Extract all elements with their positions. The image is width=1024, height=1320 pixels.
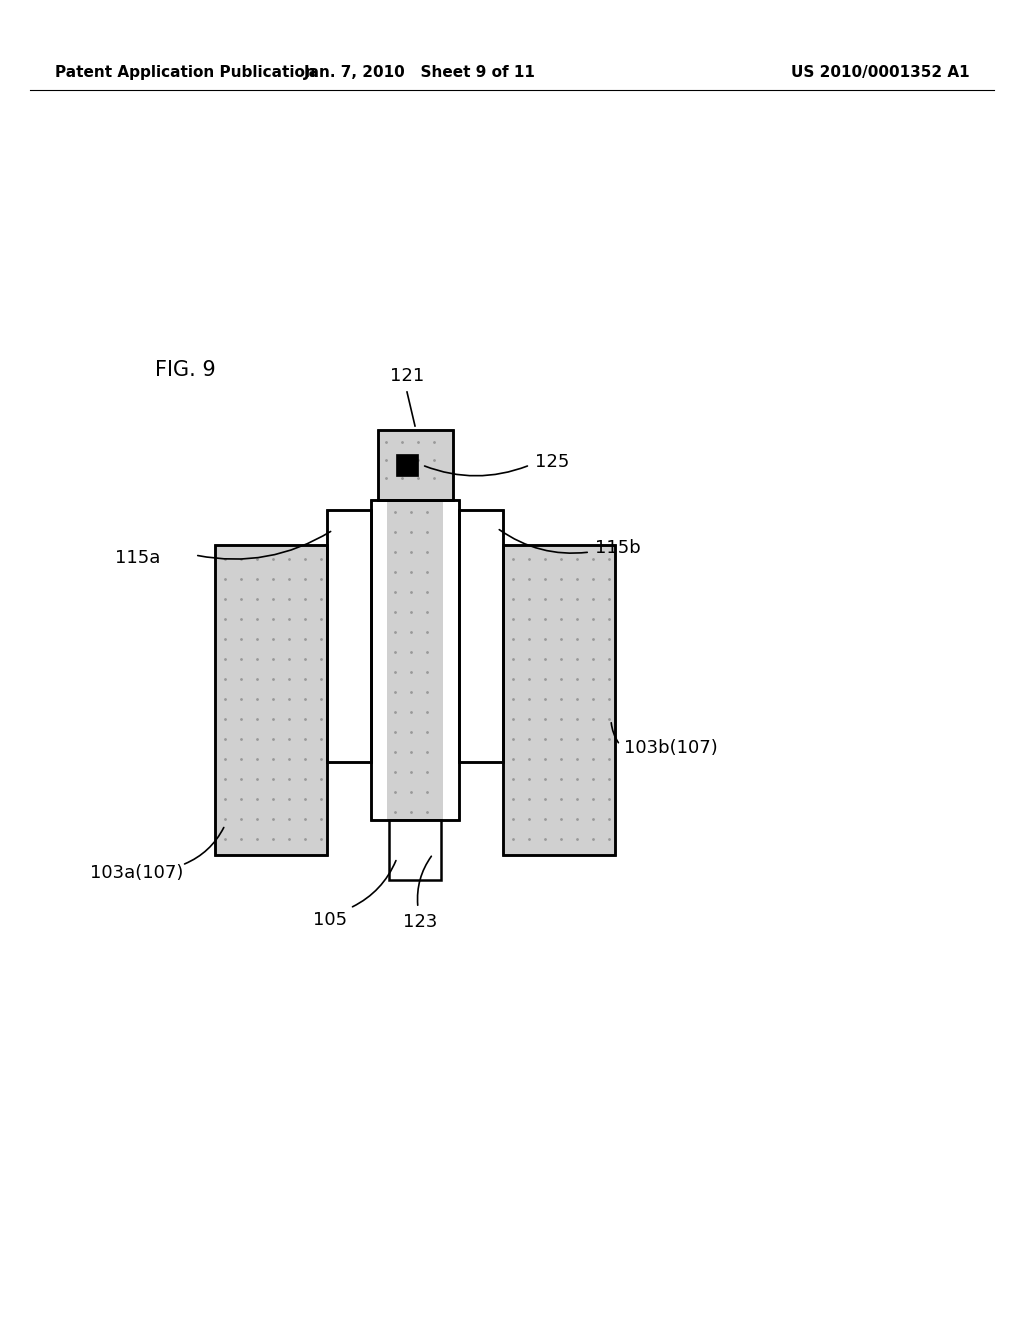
- Bar: [387, 500, 443, 820]
- Bar: [443, 500, 459, 820]
- Text: 123: 123: [402, 913, 437, 931]
- Bar: [378, 430, 453, 500]
- Text: 115b: 115b: [595, 539, 641, 557]
- Text: FIG. 9: FIG. 9: [155, 360, 216, 380]
- Bar: [215, 545, 327, 855]
- Bar: [215, 545, 327, 855]
- Bar: [371, 500, 459, 820]
- Bar: [503, 545, 615, 855]
- Text: 105: 105: [313, 911, 347, 929]
- Bar: [396, 454, 418, 477]
- Bar: [459, 510, 503, 762]
- Text: 121: 121: [390, 367, 424, 385]
- Text: 103b(107): 103b(107): [624, 739, 718, 756]
- Text: Patent Application Publication: Patent Application Publication: [55, 65, 315, 79]
- Bar: [389, 820, 441, 880]
- Bar: [378, 430, 453, 500]
- Text: Jan. 7, 2010   Sheet 9 of 11: Jan. 7, 2010 Sheet 9 of 11: [304, 65, 536, 79]
- Bar: [371, 500, 459, 820]
- Bar: [459, 510, 503, 762]
- Bar: [327, 510, 371, 762]
- Text: 103a(107): 103a(107): [90, 865, 183, 882]
- Bar: [327, 510, 371, 762]
- Text: 115a: 115a: [115, 549, 161, 568]
- Text: 125: 125: [535, 453, 569, 471]
- Bar: [371, 500, 387, 820]
- Bar: [503, 545, 615, 855]
- Text: US 2010/0001352 A1: US 2010/0001352 A1: [792, 65, 970, 79]
